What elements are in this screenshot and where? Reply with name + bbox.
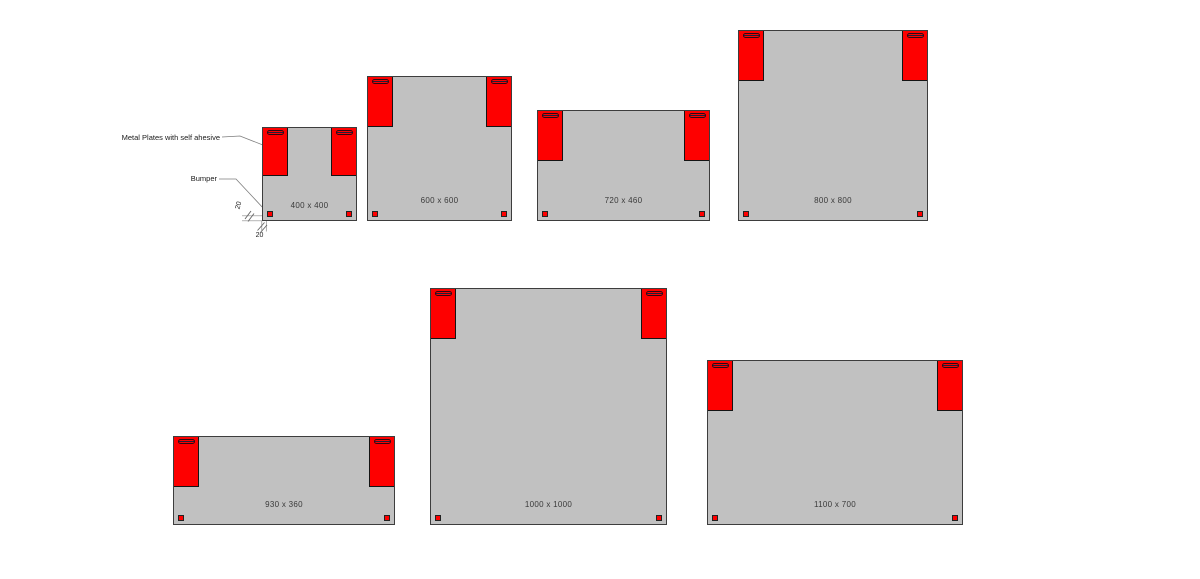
slot-line-icon [491, 81, 507, 82]
slot-line-icon [542, 115, 558, 116]
panel-1100x700: 1100 x 700 [707, 360, 963, 525]
metal-plate-top-right [331, 128, 356, 176]
metal-plate-top-right [684, 111, 709, 161]
metal-plate-top-left [263, 128, 288, 176]
slot-line-icon [435, 293, 451, 294]
offset-dimension-vertical: 20 [234, 200, 244, 211]
plate-slot-icon [490, 79, 508, 84]
bumper-bottom-left [435, 515, 441, 521]
plate-slot-icon [941, 363, 959, 368]
panel-size-label: 800 x 800 [814, 196, 852, 205]
plate-slot-icon [266, 130, 284, 135]
bumper-bottom-right [656, 515, 662, 521]
plate-slot-icon [906, 33, 924, 38]
plate-slot-icon [335, 130, 353, 135]
panel-720x460: 720 x 460 [537, 110, 710, 221]
metal-plate-top-left [174, 437, 199, 487]
panel-size-label: 600 x 600 [420, 196, 459, 205]
bumper-bottom-left [267, 211, 273, 217]
slot-line-icon [712, 365, 728, 366]
dim-tick-icon [257, 222, 265, 231]
bumper-bottom-right [346, 211, 352, 217]
metal-plate-top-right [641, 289, 666, 339]
panel-size-label: 1000 x 1000 [524, 500, 573, 509]
offset-dimension-horizontal: 20 [255, 232, 264, 239]
bumper-bottom-right [384, 515, 390, 521]
plate-slot-icon [688, 113, 706, 118]
bumper-callout-label: Bumper [190, 174, 217, 183]
slot-line-icon [646, 293, 662, 294]
bumper-bottom-left [743, 211, 749, 217]
metal-plate-top-left [708, 361, 733, 411]
panel-1000x1000: 1000 x 1000 [430, 288, 667, 525]
dim-tick-icon [244, 210, 252, 220]
metal-plate-top-right [369, 437, 394, 487]
panel-size-label: 930 x 360 [265, 500, 303, 509]
slot-line-icon [942, 365, 958, 366]
metal-plate-top-left [739, 31, 764, 81]
bumper-bottom-right [952, 515, 958, 521]
bumper-bottom-left [542, 211, 548, 217]
plate-slot-icon [645, 291, 663, 296]
metal-plate-top-right [486, 77, 511, 127]
panel-size-label: 400 x 400 [290, 201, 329, 210]
plate-slot-icon [177, 439, 195, 444]
bumper-bottom-right [917, 211, 923, 217]
plate-slot-icon [541, 113, 559, 118]
slot-line-icon [336, 132, 352, 133]
panel-400x400: 400 x 400 [262, 127, 357, 221]
panel-930x360: 930 x 360 [173, 436, 395, 525]
slot-line-icon [267, 132, 283, 133]
plate-slot-icon [373, 439, 391, 444]
metal-plate-top-left [538, 111, 563, 161]
slot-line-icon [372, 81, 388, 82]
metal-plate-top-left [431, 289, 456, 339]
panel-800x800: 800 x 800 [738, 30, 928, 221]
metal-plate-top-right [937, 361, 962, 411]
plate-slot-icon [371, 79, 389, 84]
panel-600x600: 600 x 600 [367, 76, 512, 221]
slot-line-icon [907, 35, 923, 36]
metal-plate-top-left [368, 77, 393, 127]
bumper-bottom-right [699, 211, 705, 217]
plate-slot-icon [434, 291, 452, 296]
plate-slot-icon [742, 33, 760, 38]
slot-line-icon [178, 441, 194, 442]
panel-size-label: 1100 x 700 [814, 500, 856, 509]
slot-line-icon [374, 441, 390, 442]
slot-line-icon [689, 115, 705, 116]
dim-tick-icon [247, 213, 255, 222]
bumper-bottom-left [712, 515, 718, 521]
bumper-bottom-left [178, 515, 184, 521]
metal-plate-top-right [902, 31, 927, 81]
slot-line-icon [743, 35, 759, 36]
bumper-bottom-right [501, 211, 507, 217]
bumper-bottom-left [372, 211, 378, 217]
panel-size-label: 720 x 460 [604, 196, 643, 205]
plate-slot-icon [711, 363, 729, 368]
metal-plates-callout-label: Metal Plates with self ahesive [121, 133, 220, 142]
